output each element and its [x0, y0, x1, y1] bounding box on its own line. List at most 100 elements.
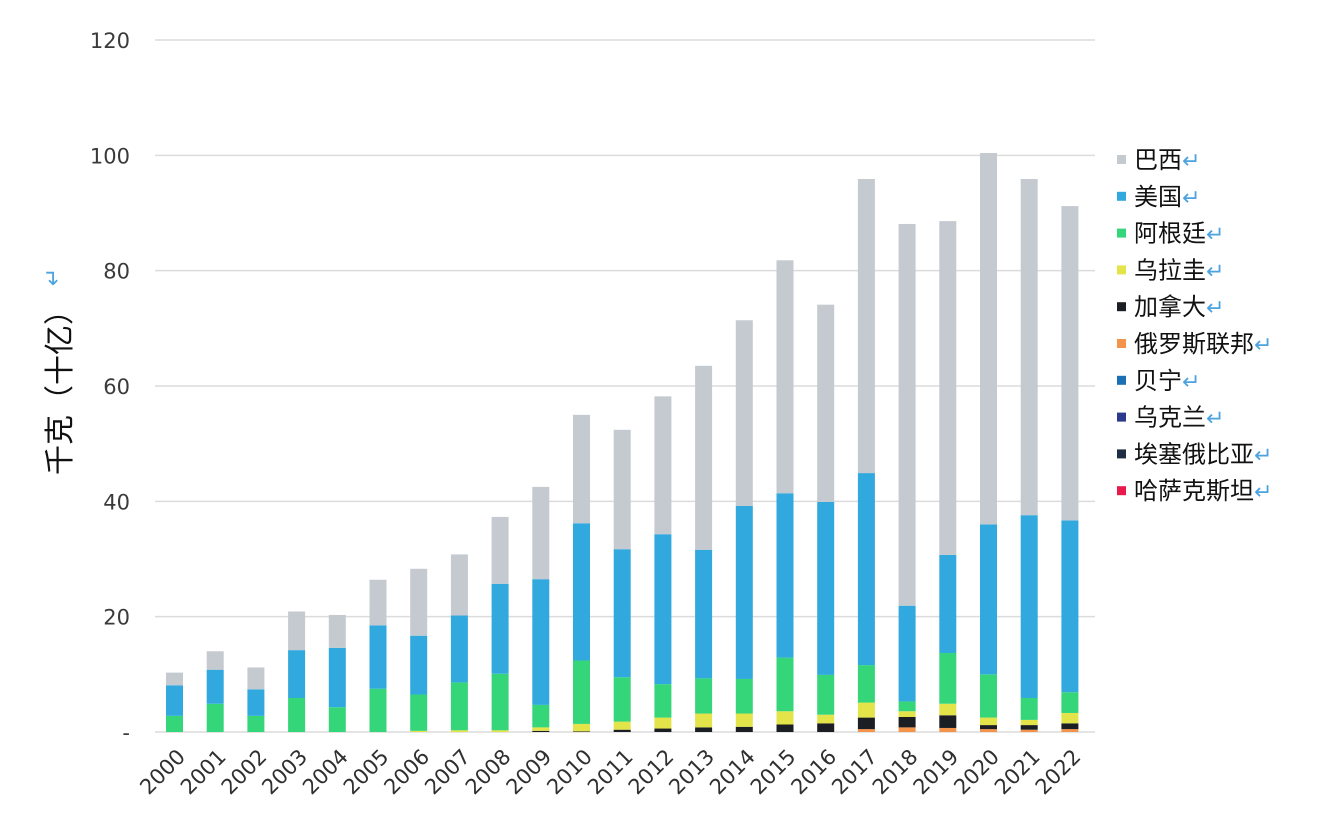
legend-swatch: [1117, 302, 1126, 312]
bar-segment: [369, 625, 387, 689]
bar-segment: [491, 730, 509, 732]
legend-item: 贝宁↵: [1117, 367, 1200, 395]
legend-return-mark: ↵: [1206, 223, 1224, 248]
bar-segment: [206, 669, 224, 704]
bar-segment: [573, 414, 590, 524]
legend-label: 美国↵: [1134, 183, 1200, 211]
bar-segment: [898, 223, 916, 606]
x-tick-label: 2002: [217, 745, 272, 800]
bar-segment: [1061, 206, 1079, 521]
bar-segment: [450, 682, 468, 731]
legend-item: 阿根廷↵: [1117, 220, 1224, 248]
bar-segment: [776, 657, 794, 712]
bar-segment: [288, 697, 306, 732]
bar-segment: [206, 703, 224, 732]
legend-swatch: [1117, 412, 1126, 422]
bar-segment: [776, 493, 794, 658]
bar-segment: [980, 153, 997, 525]
bar-segment: [573, 523, 590, 661]
legend-label-text: 加拿大: [1134, 293, 1206, 321]
bar-segment: [857, 178, 875, 474]
legend-item: 埃塞俄比亚↵: [1117, 440, 1272, 468]
bar-segment: [613, 721, 631, 730]
bar-segment: [532, 730, 550, 732]
x-tick-label: 2012: [624, 745, 679, 800]
bar-segment: [735, 678, 753, 714]
legend-swatch: [1117, 228, 1126, 238]
x-tick-label: 2003: [257, 745, 312, 800]
bar-segment: [573, 731, 590, 732]
bar-segment: [410, 694, 428, 731]
legend-label-text: 乌克兰: [1134, 404, 1206, 432]
x-tick-label: 2014: [705, 745, 760, 800]
bar-segment: [613, 729, 631, 732]
legend-item: 哈萨克斯坦↵: [1117, 477, 1272, 505]
bar-segment: [532, 486, 550, 580]
bar-segment: [817, 674, 835, 715]
legend-swatch: [1117, 191, 1126, 201]
bar-segment: [939, 221, 957, 555]
x-tick-label: 2020: [949, 745, 1004, 800]
bar-segment: [450, 615, 468, 683]
bar-segment: [410, 568, 428, 636]
legend-item: 乌克兰↵: [1117, 404, 1224, 432]
legend-item: 俄罗斯联邦↵: [1117, 330, 1272, 358]
legend-label-text: 俄罗斯联邦: [1134, 330, 1254, 358]
legend-item: 加拿大↵: [1117, 293, 1224, 321]
x-tick-label: 2000: [135, 745, 190, 800]
legend-return-mark: ↵: [1254, 443, 1272, 468]
bar-segment: [980, 729, 997, 732]
x-tick-label: 2022: [1031, 745, 1086, 800]
bar-segment: [1020, 515, 1038, 698]
bar-segment: [654, 534, 672, 685]
x-tick-label: 2008: [461, 745, 516, 800]
bar-segment: [450, 730, 468, 732]
bar-segment: [980, 674, 997, 718]
bar-segment: [247, 667, 265, 690]
y-tick-label: 20: [103, 606, 130, 630]
bar-segment: [857, 473, 875, 666]
bar-segment: [980, 725, 997, 730]
x-tick-label: 2009: [502, 745, 557, 800]
bar-segment: [369, 688, 387, 732]
x-tick-label: 2013: [664, 745, 719, 800]
bar-segment: [410, 730, 428, 732]
bar-segment: [247, 715, 265, 732]
legend-item: 乌拉圭↵: [1117, 256, 1224, 284]
legend-return-mark: ↵: [1182, 186, 1200, 211]
legend-label: 哈萨克斯坦↵: [1134, 477, 1272, 505]
legend-label-text: 巴西: [1134, 146, 1182, 174]
y-tick-label: 100: [90, 144, 130, 168]
legend-item: 巴西↵: [1117, 146, 1200, 174]
bar-segment: [288, 650, 306, 698]
legend-label: 埃塞俄比亚↵: [1134, 440, 1272, 468]
bar-segment: [491, 673, 509, 731]
bar-segment: [654, 728, 672, 732]
legend-label-text: 阿根廷: [1134, 220, 1206, 248]
bar-segment: [328, 614, 346, 648]
legend-swatch: [1117, 449, 1126, 459]
bar-segment: [613, 429, 631, 550]
x-tick-label: 2015: [746, 745, 801, 800]
legend: 巴西↵美国↵阿根廷↵乌拉圭↵加拿大↵俄罗斯联邦↵贝宁↵乌克兰↵埃塞俄比亚↵哈萨克…: [1117, 146, 1272, 505]
x-tick-label: 2018: [868, 745, 923, 800]
y-tick-label: 60: [103, 375, 130, 399]
bar-segment: [817, 501, 835, 675]
bar-segment: [735, 320, 753, 506]
bar-segment: [613, 549, 631, 678]
legend-label-text: 美国: [1134, 183, 1182, 211]
x-tick-label: 2005: [339, 745, 394, 800]
x-tick-label: 2016: [786, 745, 841, 800]
bar-segment: [166, 672, 183, 686]
bar-segment: [735, 505, 753, 679]
legend-return-mark: ↵: [1182, 149, 1200, 174]
x-tick-label: 2007: [420, 745, 475, 800]
bar-segment: [776, 724, 794, 732]
bar-segment: [654, 396, 672, 535]
bar-segment: [817, 714, 835, 724]
x-tick-label: 2010: [542, 745, 597, 800]
bar-segment: [573, 723, 590, 732]
bar-segment: [1020, 697, 1038, 720]
legend-swatch: [1117, 486, 1126, 496]
